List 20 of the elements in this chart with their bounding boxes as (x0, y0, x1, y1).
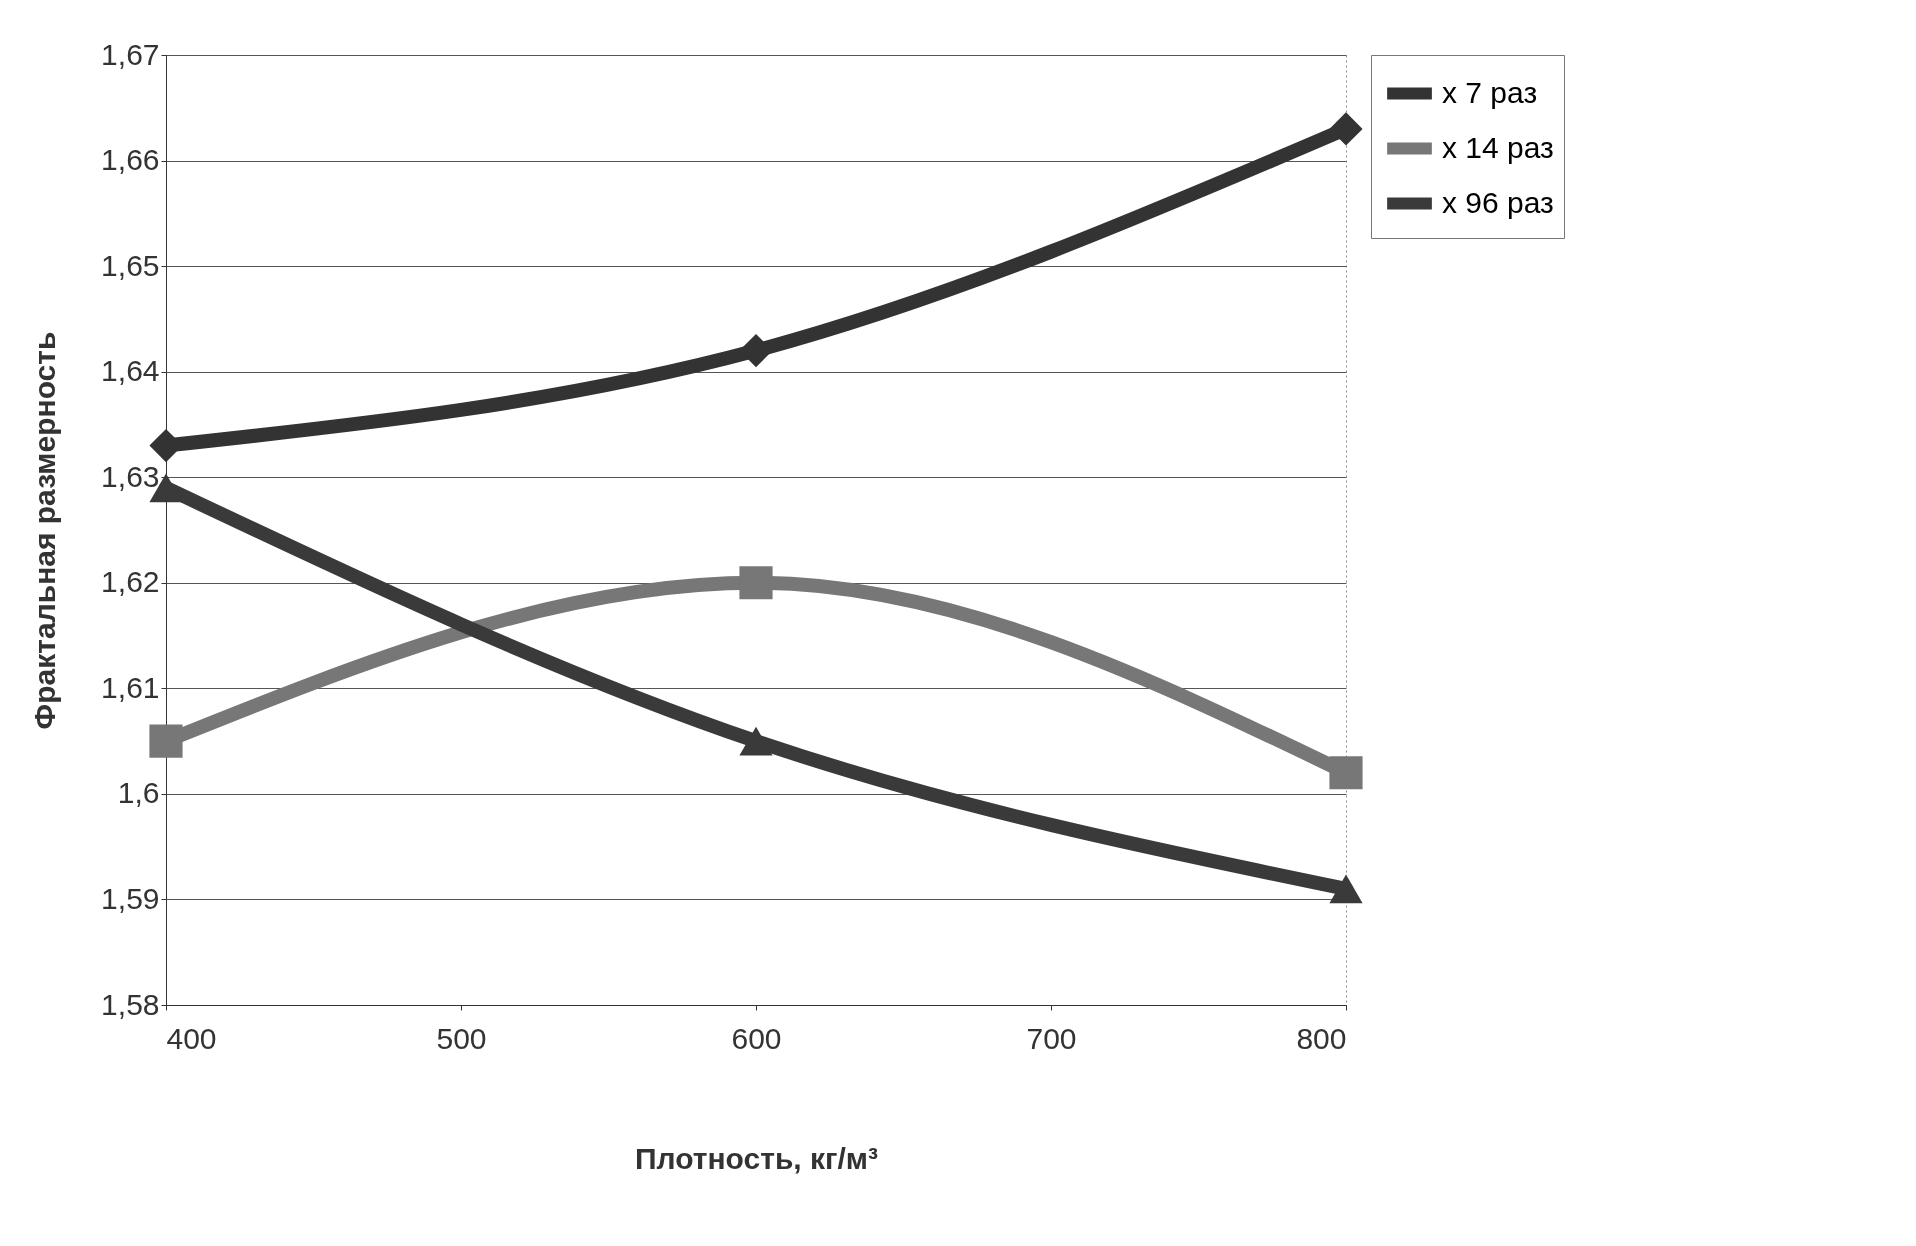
y-axis-title: Фрактальная размерность (28, 331, 62, 730)
x-tick-label: 600 (731, 1021, 782, 1055)
y-tick-label: 1,6 (117, 776, 160, 810)
y-tick-label: 1,63 (101, 459, 160, 493)
legend-label: x 14 раз (1442, 130, 1554, 164)
x-tick-label: 400 (166, 1021, 217, 1055)
y-tick-label: 1,66 (101, 143, 160, 177)
y-tick-label: 1,59 (101, 881, 160, 915)
y-tick-label: 1,62 (101, 565, 160, 599)
y-tick-label: 1,61 (101, 670, 160, 704)
y-tick-label: 1,67 (101, 37, 160, 71)
y-tick-label: 1,64 (101, 354, 160, 388)
x-tick-label: 500 (436, 1021, 487, 1055)
legend-label: x 96 раз (1442, 185, 1554, 219)
y-tick-label: 1,58 (101, 987, 160, 1021)
x-tick-label: 800 (1296, 1021, 1347, 1055)
legend-label: x 7 раз (1442, 75, 1538, 109)
y-tick-label: 1,65 (101, 248, 160, 282)
x-tick-label: 700 (1026, 1021, 1077, 1055)
x-axis-title: Плотность, кг/м³ (634, 1141, 879, 1175)
